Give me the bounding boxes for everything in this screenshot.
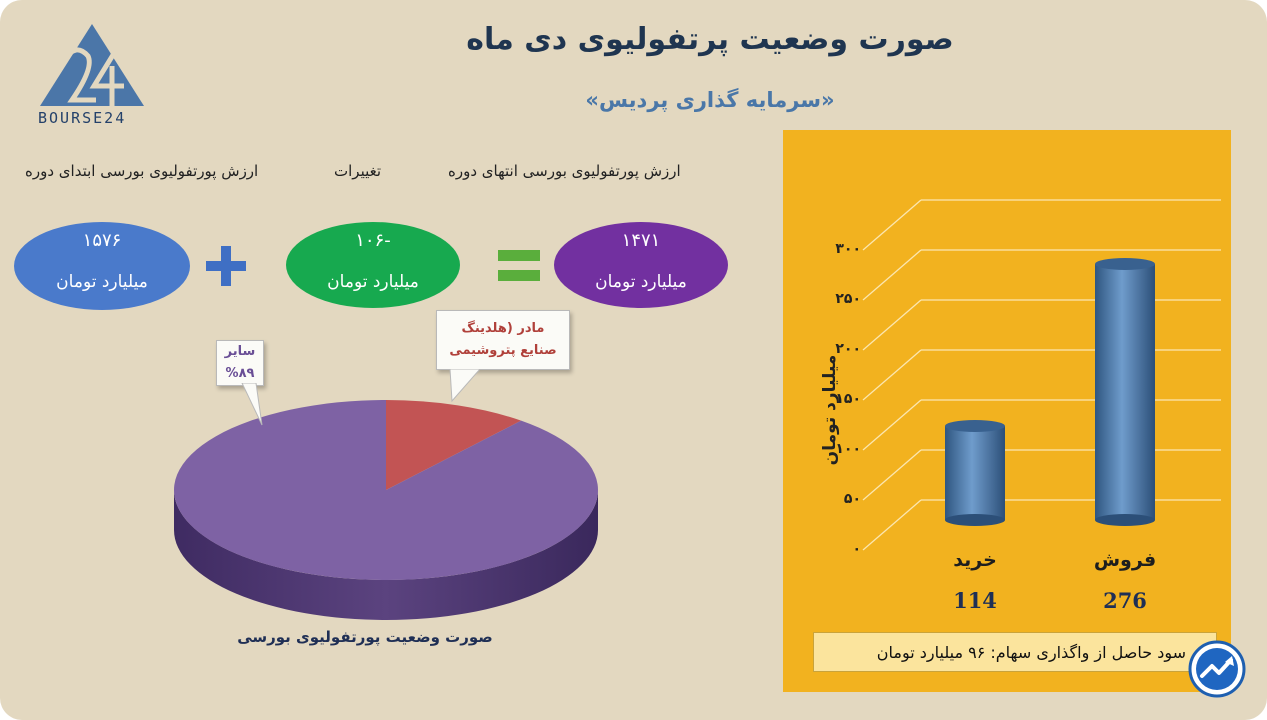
page-subtitle: «سرمایه گذاری پردیس» [585,88,835,112]
y-tick-label: ۲۵۰ [835,291,861,307]
plus-icon [206,246,246,286]
start-value-unit: میلیارد تومان [56,272,148,292]
callout-holding: مادر (هلدینگ صنایع پتروشیمی [436,310,570,370]
change-value-oval: -۱۰۶ میلیارد تومان [286,222,460,308]
logo-text: BOURSE24 [38,109,127,127]
change-value-unit: میلیارد تومان [327,272,419,292]
y-tick-label: ۱۵۰ [835,391,861,407]
bar-value-label: 276 [1103,588,1147,613]
callout-holding-line1: مادر (هلدینگ [461,321,545,336]
gridline-diagonal [862,499,922,551]
trend-chart-icon [1188,640,1246,698]
change-value: -۱۰۶ [355,230,391,251]
gridline-diagonal [862,349,922,401]
portfolio-pie-chart [174,400,598,620]
y-tick-label: ۲۰۰ [835,341,861,357]
end-value: ۱۴۷۱ [621,230,661,251]
bar-chart-y-axis-label: میلیارد تومان [820,354,840,466]
y-tick-label: ۰ [852,541,861,557]
bar-value-label: 114 [953,588,997,613]
page-title: صورت وضعیت پرتفولیوی دی ماه [466,22,954,57]
sale-profit-text: سود حاصل از واگذاری سهام: ۹۶ میلیارد توم… [876,643,1186,662]
gridline-diagonal [862,399,922,451]
bourse24-logo [40,24,144,106]
x-category-label: فروش [1094,549,1156,571]
y-tick-label: ۱۰۰ [835,441,861,457]
sale-profit-box: سود حاصل از واگذاری سهام: ۹۶ میلیارد توم… [813,632,1217,672]
x-category-label: خرید [953,549,997,571]
gridline-diagonal [862,449,922,501]
callout-other: سایر %۸۹ [216,340,264,386]
pie-slice-other [174,400,598,580]
callout-holding-pointer [449,369,481,403]
pie-slice-holding [386,400,522,490]
y-tick-label: ۵۰ [844,491,861,507]
start-value-oval: ۱۵۷۶ میلیارد تومان [14,222,190,310]
callout-other-pointer [241,383,263,426]
trade-bar-chart: ۰ ۵۰ ۱۰۰ ۱۵۰ ۲۰۰ ۲۵۰ ۳۰۰ خرید 114 فروش 276 [835,199,1221,613]
gridline-diagonal [862,299,922,351]
equals-icon [498,250,540,281]
y-tick-label: ۳۰۰ [835,241,861,257]
callout-other-label: سایر [224,344,256,359]
pie-caption: صورت وضعیت پورتفولیوی بورسی [237,628,493,646]
bar-chart-panel [783,130,1231,692]
end-value-oval: ۱۴۷۱ میلیارد تومان [554,222,728,308]
start-value: ۱۵۷۶ [82,230,122,251]
change-label: تغییرات [334,162,382,180]
callout-other-percent: %۸۹ [225,366,255,381]
bar-sell [1095,258,1155,526]
start-value-label: ارزش پورتفولیوی بورسی ابتدای دوره [25,162,259,180]
callout-holding-line2: صنایع پتروشیمی [449,343,557,358]
end-value-unit: میلیارد تومان [595,272,687,292]
end-value-label: ارزش پورتفولیوی بورسی انتهای دوره [448,162,681,180]
gridline-diagonal [862,249,922,301]
gridline-diagonal [862,199,922,251]
pie-side [174,490,598,620]
bar-buy [945,420,1005,526]
